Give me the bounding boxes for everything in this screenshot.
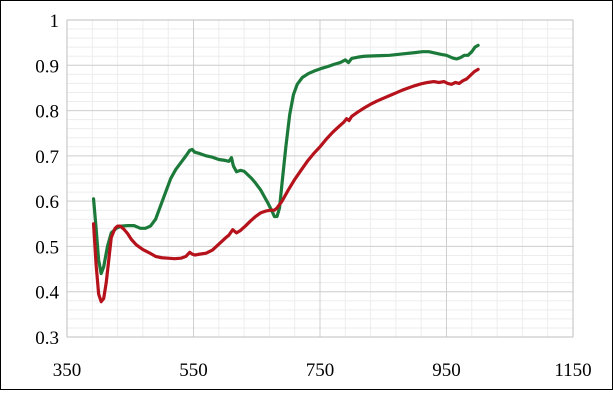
y-tick-label: 0.8	[35, 102, 59, 123]
series-line-green	[91, 43, 480, 276]
x-tick-label: 950	[432, 360, 461, 381]
y-tick-label: 0.7	[35, 147, 59, 168]
y-tick-label: 0.6	[35, 192, 59, 213]
x-tick-label: 550	[179, 360, 208, 381]
y-axis-tick-labels: 0.3 0.4 0.5 0.6 0.7 0.8 0.9 1	[35, 11, 59, 349]
y-tick-label: 0.9	[35, 56, 59, 77]
y-tick-label: 0.4	[35, 283, 59, 304]
plot-area-border	[66, 19, 574, 338]
series-layer	[91, 43, 480, 304]
y-tick-label: 1	[50, 11, 60, 32]
x-tick-label: 1150	[554, 360, 591, 381]
y-tick-label: 0.3	[35, 328, 59, 349]
series-line-red	[91, 67, 480, 304]
x-tick-label: 750	[306, 360, 335, 381]
y-tick-label: 0.5	[35, 237, 59, 258]
x-tick-label: 350	[53, 360, 82, 381]
x-axis-tick-labels: 350 550 750 950 1150	[53, 360, 592, 381]
major-gridlines	[66, 19, 574, 338]
